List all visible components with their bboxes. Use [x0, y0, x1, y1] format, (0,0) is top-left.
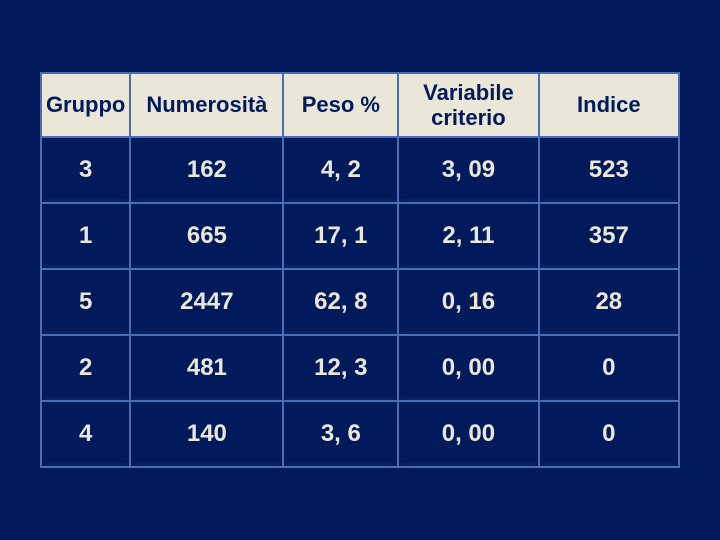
cell-indice: 28	[539, 269, 679, 335]
cell-varcrit: 0, 00	[398, 401, 538, 467]
cell-varcrit: 3, 09	[398, 137, 538, 203]
cell-indice: 0	[539, 335, 679, 401]
cell-numer: 140	[130, 401, 283, 467]
cell-gruppo: 1	[41, 203, 130, 269]
cell-peso: 4, 2	[283, 137, 398, 203]
cell-peso: 17, 1	[283, 203, 398, 269]
cell-peso: 62, 8	[283, 269, 398, 335]
col-header-label-line2: criterio	[431, 105, 506, 130]
cell-indice: 523	[539, 137, 679, 203]
cell-peso: 3, 6	[283, 401, 398, 467]
cell-numer: 162	[130, 137, 283, 203]
col-header-numerosita: Numerosità	[130, 73, 283, 137]
cell-peso: 12, 3	[283, 335, 398, 401]
cell-gruppo: 3	[41, 137, 130, 203]
col-header-label: Peso %	[302, 92, 380, 117]
cell-varcrit: 2, 11	[398, 203, 538, 269]
cell-gruppo: 4	[41, 401, 130, 467]
col-header-label: Numerosità	[146, 92, 267, 117]
table-row: 3 162 4, 2 3, 09 523	[41, 137, 679, 203]
cell-numer: 2447	[130, 269, 283, 335]
col-header-variabile-criterio: Variabile criterio	[398, 73, 538, 137]
cell-numer: 481	[130, 335, 283, 401]
table-row: 1 665 17, 1 2, 11 357	[41, 203, 679, 269]
col-header-label-line1: Variabile	[423, 80, 514, 105]
table-row: 5 2447 62, 8 0, 16 28	[41, 269, 679, 335]
cell-varcrit: 0, 16	[398, 269, 538, 335]
data-table: Gruppo Numerosità Peso % Variabile crite…	[40, 72, 680, 468]
cell-numer: 665	[130, 203, 283, 269]
table-row: 4 140 3, 6 0, 00 0	[41, 401, 679, 467]
cell-indice: 0	[539, 401, 679, 467]
col-header-gruppo: Gruppo	[41, 73, 130, 137]
cell-varcrit: 0, 00	[398, 335, 538, 401]
data-table-container: Gruppo Numerosità Peso % Variabile crite…	[40, 72, 680, 468]
col-header-indice: Indice	[539, 73, 679, 137]
cell-gruppo: 5	[41, 269, 130, 335]
col-header-label: Indice	[577, 92, 641, 117]
table-header: Gruppo Numerosità Peso % Variabile crite…	[41, 73, 679, 137]
cell-indice: 357	[539, 203, 679, 269]
table-body: 3 162 4, 2 3, 09 523 1 665 17, 1 2, 11 3…	[41, 137, 679, 467]
cell-gruppo: 2	[41, 335, 130, 401]
table-row: 2 481 12, 3 0, 00 0	[41, 335, 679, 401]
col-header-peso: Peso %	[283, 73, 398, 137]
col-header-label: Gruppo	[46, 92, 125, 117]
